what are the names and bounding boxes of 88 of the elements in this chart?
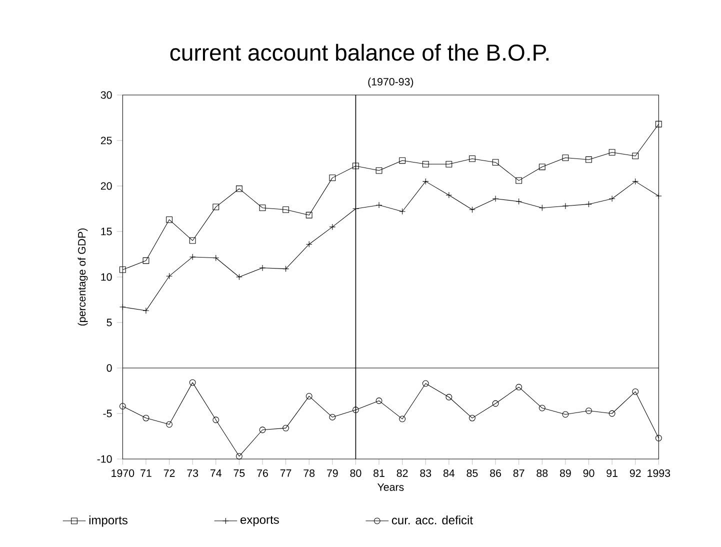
y-tick-label: 5 (106, 318, 112, 326)
chart-subtitle: (1970-93) (368, 78, 414, 88)
point (282, 206, 289, 213)
point (538, 164, 546, 170)
x-tick-label: 89 (560, 469, 571, 477)
point (119, 403, 126, 410)
point (306, 212, 312, 218)
y-tick-label: -10 (97, 455, 112, 463)
x-tick-label: 1970 (112, 469, 134, 477)
x-tick-label: 83 (420, 469, 432, 477)
point (422, 160, 429, 168)
point (516, 384, 522, 390)
point (586, 408, 592, 414)
point (399, 157, 406, 164)
point (469, 156, 476, 162)
point (516, 177, 522, 184)
point (259, 204, 266, 212)
y-tick-label: 20 (100, 182, 112, 190)
point (492, 400, 499, 407)
legend-label: exports (240, 516, 279, 526)
y-tick-label: 10 (101, 273, 112, 281)
point (655, 120, 662, 128)
point (236, 186, 242, 192)
point (655, 434, 662, 442)
point (142, 414, 150, 422)
x-tick-label: 92 (630, 469, 641, 477)
y-tick-label: -5 (103, 410, 112, 418)
x-tick-label: 73 (187, 469, 198, 477)
point (492, 159, 499, 166)
chart-title: current account balance of the B.O.P. (170, 44, 549, 61)
legend-label: cur. acc. deficit (392, 516, 473, 524)
x-tick-label: 90 (583, 469, 594, 477)
point (608, 149, 616, 156)
point (329, 414, 336, 420)
x-tick-label: 71 (140, 469, 152, 477)
point (562, 411, 569, 418)
point (142, 257, 150, 264)
x-tick-label: 75 (234, 469, 245, 477)
y-axis-title: (percentage of GDP) (78, 228, 88, 326)
point (446, 394, 452, 400)
x-tick-label: 1993 (648, 469, 670, 477)
x-tick-label: 77 (280, 469, 292, 477)
x-tick-label: 87 (513, 469, 524, 477)
point (446, 160, 452, 168)
point (282, 424, 289, 432)
x-tick-label: 79 (327, 469, 338, 477)
x-tick-label: 78 (304, 469, 315, 477)
point (586, 156, 592, 163)
point (469, 414, 476, 422)
x-tick-label: 84 (443, 469, 455, 477)
point (212, 204, 220, 210)
point (422, 380, 429, 387)
point (212, 416, 220, 424)
point (352, 406, 359, 414)
x-tick-label: 85 (466, 469, 478, 477)
point (632, 388, 639, 395)
x-tick-label: 82 (396, 469, 408, 477)
point (562, 154, 569, 161)
x-tick-label: 80 (350, 469, 362, 477)
point (608, 410, 616, 417)
x-tick-label: 76 (257, 469, 268, 477)
legend-label: imports (89, 516, 128, 527)
y-tick-label: 15 (101, 228, 112, 236)
point (236, 453, 242, 460)
x-tick-label: 72 (164, 469, 175, 477)
point (259, 426, 266, 434)
point (306, 393, 312, 400)
point (329, 174, 336, 182)
x-tick-label: 91 (606, 469, 618, 477)
point (189, 379, 196, 386)
point (119, 266, 126, 273)
point (632, 152, 639, 160)
point (352, 162, 359, 170)
point (376, 398, 382, 404)
point (189, 237, 196, 244)
y-tick-label: 0 (106, 364, 112, 372)
x-tick-label: 86 (490, 469, 501, 477)
x-axis-title: Years (377, 483, 404, 491)
x-tick-label: 88 (536, 469, 548, 477)
point (376, 167, 382, 174)
point (538, 404, 546, 412)
x-tick-label: 74 (210, 469, 222, 477)
point (166, 216, 172, 223)
y-tick-label: 30 (100, 91, 112, 99)
point (166, 421, 172, 428)
y-tick-label: 25 (100, 136, 112, 144)
x-tick-label: 81 (374, 469, 384, 477)
point (399, 416, 406, 422)
